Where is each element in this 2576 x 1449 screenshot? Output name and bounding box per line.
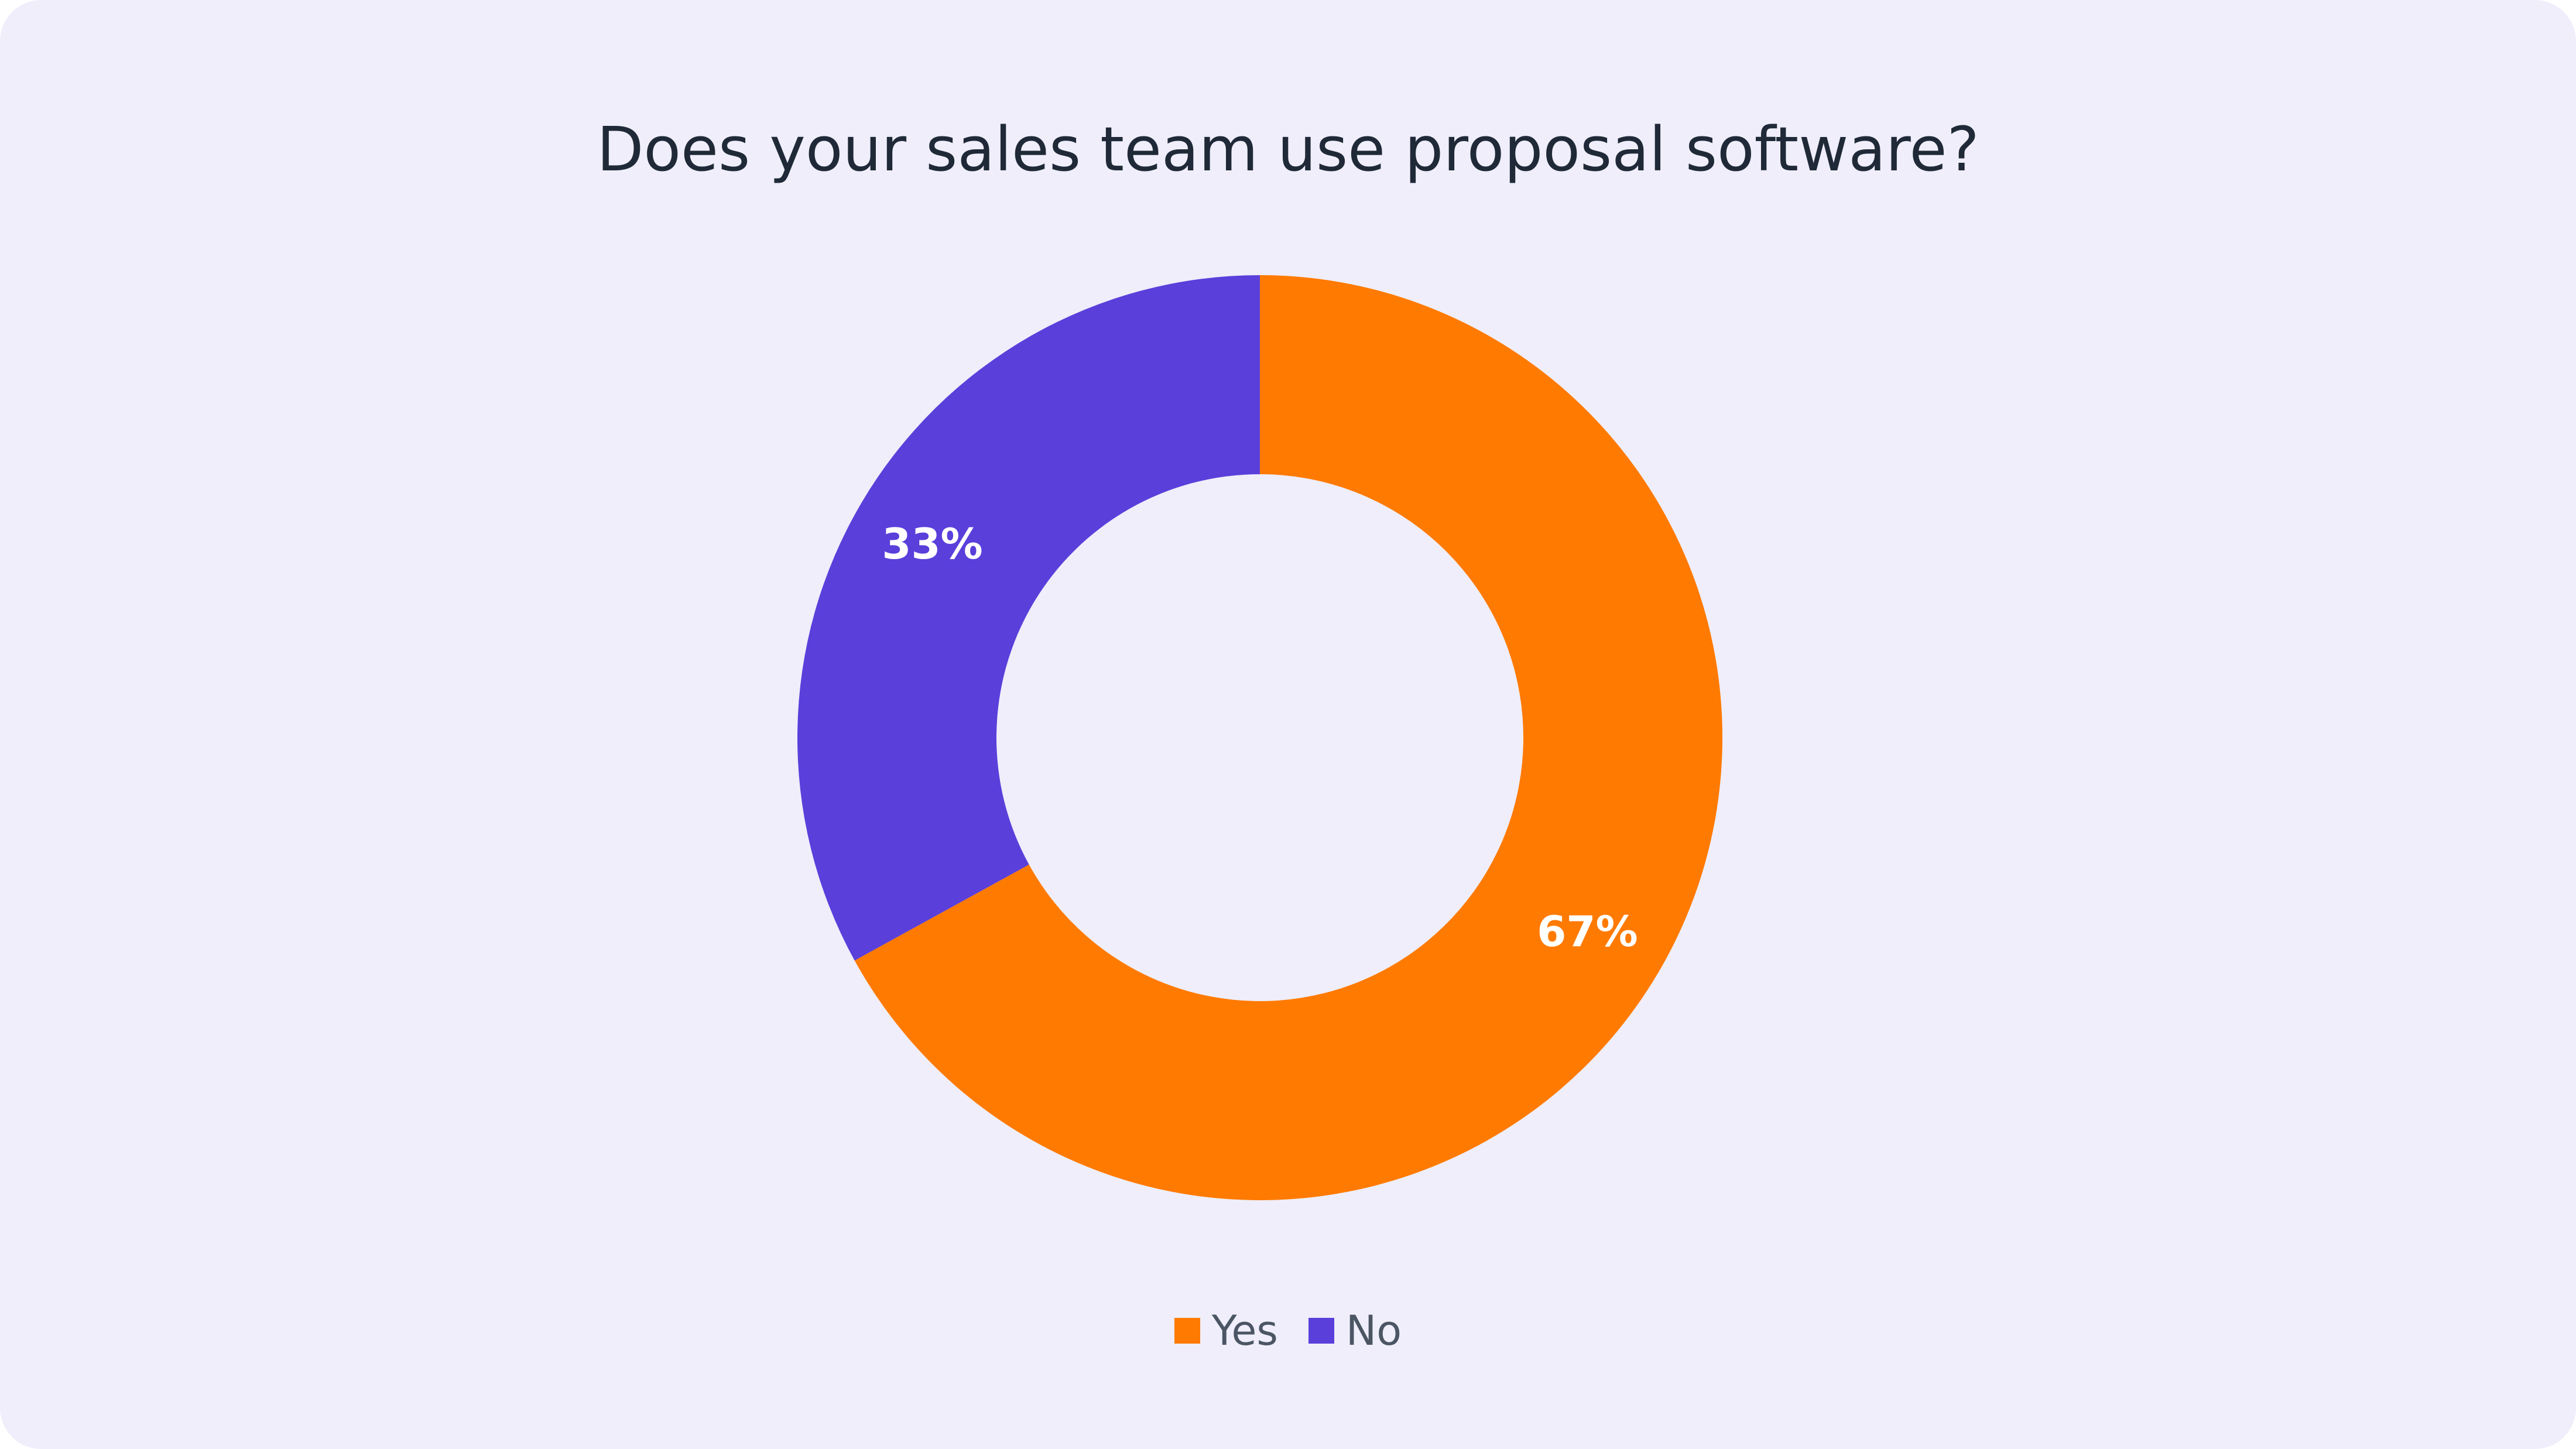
chart-legend: Yes No: [0, 1307, 2576, 1355]
legend-label-yes: Yes: [1211, 1307, 1278, 1355]
donut-slices: [797, 275, 1722, 1200]
slice-label-no: 33%: [882, 519, 982, 568]
legend-label-no: No: [1345, 1307, 1402, 1355]
legend-item-no[interactable]: No: [1308, 1307, 1402, 1355]
donut-slice-labels: 67% 33%: [882, 519, 1638, 956]
legend-swatch-no: [1308, 1318, 1334, 1344]
chart-title: Does your sales team use proposal softwa…: [597, 114, 1979, 185]
slice-yes[interactable]: [854, 275, 1722, 1200]
legend-item-yes[interactable]: Yes: [1174, 1307, 1278, 1355]
slice-label-yes: 67%: [1537, 907, 1638, 956]
legend-swatch-yes: [1174, 1318, 1200, 1344]
slice-no[interactable]: [797, 275, 1260, 961]
